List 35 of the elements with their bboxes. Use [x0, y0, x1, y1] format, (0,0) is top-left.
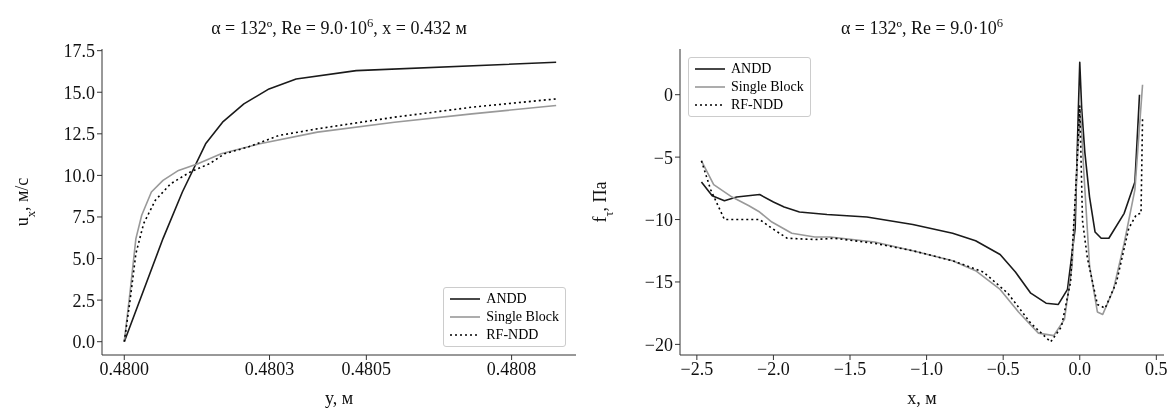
x-tick-label: 0.4800 — [99, 358, 150, 379]
y-tick-label: 17.5 — [63, 41, 95, 62]
x-tick-label: 0.5 — [1145, 358, 1168, 379]
y-tick-label: 0.0 — [72, 332, 95, 353]
chart-title: α = 132º, Re = 9.0·10$^{6}$, x = 0.432 м — [211, 16, 467, 38]
x-tick-label: 0.0 — [1068, 358, 1092, 379]
y-tick-label: 0 — [664, 85, 673, 106]
x-tick-label: −2.5 — [680, 358, 714, 379]
legend-label: ANDD — [486, 290, 527, 308]
x-tick-label: −0.5 — [986, 358, 1020, 379]
y-tick-label: 12.5 — [63, 124, 95, 145]
x-tick-label: −1.5 — [833, 358, 867, 379]
y-tick-label: −15 — [644, 272, 673, 293]
line-series — [700, 61, 1141, 306]
y-tick-label: −10 — [644, 209, 673, 230]
x-tick-label: −2.0 — [757, 358, 790, 379]
x-axis-title: x, м — [907, 388, 937, 408]
legend-label: Single Block — [486, 308, 559, 326]
y-tick-label: −20 — [644, 334, 673, 355]
y-tick-label: 10.0 — [63, 165, 95, 186]
y-tick-label: 2.5 — [72, 290, 95, 311]
x-tick-label: 0.4805 — [341, 358, 392, 379]
chart-title: α = 132º, Re = 9.0·10$^{6}$ — [840, 16, 1004, 38]
y-tick-label: 7.5 — [72, 207, 95, 228]
y-tick-label: 15.0 — [63, 82, 95, 103]
x-tick-label: 0.4808 — [486, 358, 537, 379]
legend-label: RF-NDD — [486, 326, 539, 344]
legend-label: ANDD — [731, 60, 772, 78]
legend-label: RF-NDD — [731, 96, 784, 114]
y-tick-label: −5 — [653, 147, 673, 168]
y-tick-label: 5.0 — [72, 248, 95, 269]
legend-label: Single Block — [731, 78, 804, 96]
x-tick-label: 0.4803 — [244, 358, 295, 379]
x-tick-label: −1.0 — [910, 358, 943, 379]
x-axis-title: y, м — [324, 388, 354, 408]
